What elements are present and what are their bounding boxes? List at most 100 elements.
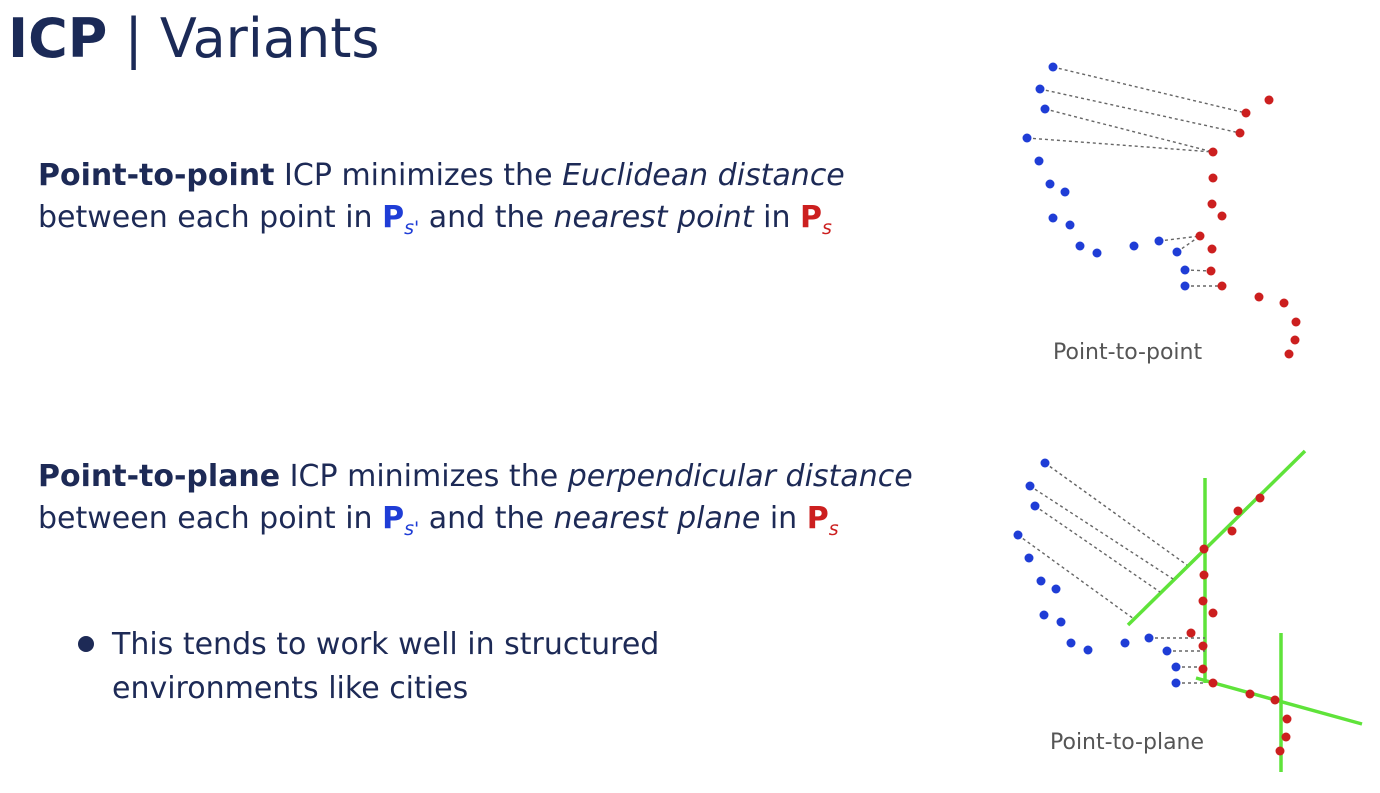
p2p-target-point [1254, 292, 1264, 302]
p2p-source-point [1092, 248, 1102, 258]
p2pl-source-point [1024, 553, 1034, 563]
p2pl-term: Point-to-plane [38, 459, 281, 494]
p2p-source-point [1065, 220, 1075, 230]
p2p-target-point [1235, 128, 1245, 138]
p2p-source-point [1035, 84, 1045, 94]
slide-title-bold: ICP [8, 7, 108, 70]
p2pl-correspondence-line [1017, 534, 1135, 620]
p2p-target-point [1264, 95, 1274, 105]
p2p-target-point [1217, 211, 1227, 221]
p2pl-plane-line [1126, 449, 1307, 627]
p2pl-target-point [1186, 628, 1196, 638]
p2p-target-point [1279, 298, 1289, 308]
p2pl-target-symbol-sub: s [828, 518, 839, 540]
p2pl-caption: Point-to-plane [1050, 730, 1204, 755]
p2p-source-point [1040, 104, 1050, 114]
p2pl-target-point [1199, 570, 1209, 580]
p2p-source-point [1172, 247, 1182, 257]
p2pl-target-symbol-letter: P [806, 501, 829, 536]
p2p-source-point [1060, 187, 1070, 197]
p2p-correspondence-line [1176, 235, 1201, 253]
bullet-dot-icon [78, 636, 94, 652]
p2p-correspondence-line [1044, 108, 1214, 153]
p2pl-target-points [1186, 493, 1292, 756]
p2pl-source-point [1162, 646, 1172, 656]
p2p-target-point [1206, 266, 1216, 276]
p2pl-text-4: in [760, 501, 807, 536]
p2p-target-point [1284, 349, 1294, 359]
p2pl-source-point [1144, 633, 1154, 643]
p2p-emphasis-euclidean: Euclidean distance [562, 158, 845, 193]
p2pl-source-point [1051, 584, 1061, 594]
p2pl-emphasis-perpendicular: perpendicular distance [567, 459, 913, 494]
p2p-text-3: and the [419, 200, 554, 235]
slide-title-rest: | Variants [107, 7, 380, 70]
p2p-source-point [1048, 62, 1058, 72]
p2pl-target-point [1227, 526, 1237, 536]
p2p-source-point [1022, 133, 1032, 143]
p2pl-source-point [1040, 458, 1050, 468]
p2pl-source-point [1030, 501, 1040, 511]
p2p-source-symbol-letter: P [382, 200, 405, 235]
p2p-caption: Point-to-point [1053, 340, 1202, 365]
p2p-target-point [1291, 317, 1301, 327]
p2p-source-point [1045, 179, 1055, 189]
p2pl-target-point [1270, 695, 1280, 705]
bullet-text: This tends to work well in structured en… [112, 627, 660, 706]
p2pl-source-point [1025, 481, 1035, 491]
p2pl-source-point [1083, 645, 1093, 655]
p2pl-target-point [1233, 506, 1243, 516]
p2p-source-point [1048, 213, 1058, 223]
p2p-text-4: in [753, 200, 801, 235]
p2pl-source-point [1066, 638, 1076, 648]
p2pl-target-point [1198, 641, 1208, 651]
p2p-text-2: between each point in [38, 200, 383, 235]
p2pl-target-point [1282, 714, 1292, 724]
p2pl-source-point [1171, 678, 1181, 688]
p2p-correspondence-line [1052, 66, 1247, 114]
p2pl-source-point [1013, 530, 1023, 540]
p2pl-source-point [1056, 617, 1066, 627]
p2p-target-point [1195, 231, 1205, 241]
p2p-target-point [1241, 108, 1251, 118]
p2pl-correspondence-lines [1017, 462, 1205, 684]
p2p-source-point [1034, 156, 1044, 166]
p2pl-correspondence-line [1029, 485, 1174, 580]
p2pl-target-point [1208, 678, 1218, 688]
point-to-plane-description: Point-to-plane ICP minimizes the perpend… [38, 456, 938, 550]
p2pl-target-symbol: Ps [806, 501, 839, 540]
p2p-target-point [1207, 199, 1217, 209]
p2pl-target-point [1281, 732, 1291, 742]
p2pl-target-point [1245, 689, 1255, 699]
p2pl-correspondence-line [1044, 462, 1188, 566]
p2pl-target-point [1198, 596, 1208, 606]
p2p-source-point [1180, 281, 1190, 291]
point-to-point-description: Point-to-point ICP minimizes the Euclide… [38, 155, 938, 249]
p2pl-text-2: between each point in [38, 501, 383, 536]
p2pl-target-point [1208, 608, 1218, 618]
p2p-source-point [1154, 236, 1164, 246]
p2pl-text-1: ICP minimizes the [280, 459, 568, 494]
p2p-source-point [1129, 241, 1139, 251]
p2p-source-point [1075, 241, 1085, 251]
point-to-plane-illustration: Point-to-plane [1013, 449, 1363, 772]
p2pl-source-point [1036, 576, 1046, 586]
p2pl-source-points [1013, 458, 1181, 688]
p2p-source-symbol-sub: s' [404, 217, 420, 239]
slide-title: ICP | Variants [8, 6, 380, 72]
p2pl-emphasis-nearest-plane: nearest plane [553, 501, 761, 536]
p2p-source-point [1180, 265, 1190, 275]
p2pl-text-3: and the [419, 501, 554, 536]
p2pl-plane-lines [1126, 449, 1363, 772]
p2p-target-symbol: Ps [800, 200, 832, 239]
p2pl-source-point [1039, 610, 1049, 620]
p2p-target-point [1290, 335, 1300, 345]
p2p-target-point [1208, 147, 1218, 157]
p2p-emphasis-nearest-point: nearest point [553, 200, 754, 235]
p2pl-source-point [1171, 662, 1181, 672]
p2p-term: Point-to-point [38, 158, 275, 193]
p2p-text-1: ICP minimizes the [274, 158, 563, 193]
p2pl-target-point [1199, 544, 1209, 554]
p2pl-target-point [1198, 664, 1208, 674]
